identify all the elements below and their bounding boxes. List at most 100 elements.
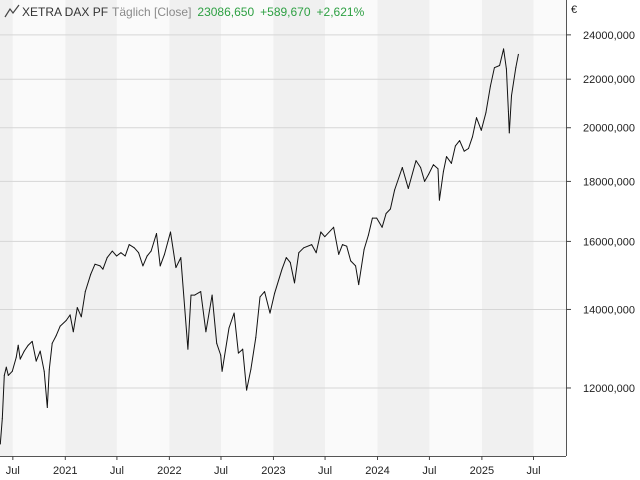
- data-point: [133, 247, 135, 249]
- data-point: [463, 150, 465, 152]
- data-point: [23, 350, 25, 352]
- y-tick-label: 16000,000: [583, 236, 635, 248]
- data-point: [389, 208, 391, 210]
- data-point: [99, 265, 101, 267]
- data-point: [274, 292, 276, 294]
- background-band: [0, 0, 13, 456]
- data-point: [221, 370, 223, 372]
- data-point: [0, 443, 1, 445]
- data-point: [480, 129, 482, 131]
- data-point: [11, 370, 13, 372]
- y-tick-label: 18000,000: [583, 176, 635, 188]
- data-point: [507, 110, 509, 112]
- data-point: [311, 244, 313, 246]
- data-point: [31, 340, 33, 342]
- data-point: [511, 95, 513, 97]
- data-point: [424, 180, 426, 182]
- data-point: [338, 253, 340, 255]
- data-point: [454, 145, 456, 147]
- y-axis-ticks: 12000,000 14000,000 16000,000 18000,000 2000…: [566, 30, 635, 395]
- data-point: [211, 294, 213, 296]
- data-point: [146, 255, 148, 257]
- x-tick-label: 2025: [470, 465, 494, 477]
- data-point: [505, 68, 507, 70]
- x-tick-label: Jul: [110, 465, 124, 477]
- data-point: [467, 148, 469, 150]
- data-point: [485, 112, 487, 114]
- data-point: [194, 294, 196, 296]
- data-point: [220, 354, 222, 356]
- data-point: [76, 307, 78, 309]
- data-point: [69, 314, 71, 316]
- data-point: [324, 236, 326, 238]
- data-point: [7, 374, 9, 376]
- data-point: [48, 368, 50, 370]
- data-point: [159, 265, 161, 267]
- data-point: [65, 319, 67, 321]
- data-point: [346, 245, 348, 247]
- chart-header: XETRA DAX PF Täglich [Close] 23086,650 +589…: [4, 3, 364, 21]
- data-point: [471, 136, 473, 138]
- data-point: [437, 168, 439, 170]
- background-band: [377, 0, 430, 456]
- y-tick-label: 14000,000: [583, 304, 635, 316]
- background-band: [533, 0, 566, 456]
- data-point: [116, 255, 118, 257]
- data-point: [407, 188, 409, 190]
- background-band: [273, 0, 326, 456]
- data-point: [493, 67, 495, 69]
- data-point: [350, 260, 352, 262]
- currency-label: €: [571, 4, 578, 16]
- data-point: [1, 418, 3, 420]
- data-point: [259, 296, 261, 298]
- data-point: [150, 250, 152, 252]
- data-point: [450, 162, 452, 164]
- data-point: [489, 85, 491, 87]
- data-point: [200, 291, 202, 293]
- data-point: [432, 164, 434, 166]
- x-tick-label: 2024: [365, 465, 389, 477]
- data-point: [442, 171, 444, 173]
- data-point: [341, 244, 343, 246]
- data-point: [106, 257, 108, 259]
- data-point: [128, 244, 130, 246]
- line-chart-icon: [4, 4, 20, 18]
- data-point: [59, 325, 61, 327]
- data-point: [15, 356, 17, 358]
- chart-gridlines: [0, 34, 566, 389]
- data-point: [269, 312, 271, 314]
- data-point: [120, 252, 122, 254]
- instrument-name: XETRA DAX PF: [22, 5, 109, 19]
- data-point: [187, 348, 189, 350]
- x-tick-label: Jul: [526, 465, 540, 477]
- x-tick-label: 2022: [157, 465, 181, 477]
- background-band: [169, 0, 221, 456]
- data-point: [320, 231, 322, 233]
- data-point: [517, 53, 519, 55]
- data-point: [428, 173, 430, 175]
- data-point: [264, 291, 266, 293]
- background-band: [429, 0, 482, 456]
- data-point: [124, 255, 126, 257]
- x-tick-label: Jul: [6, 465, 20, 477]
- background-band: [65, 0, 117, 456]
- x-tick-label: 2023: [261, 465, 285, 477]
- data-point: [170, 231, 172, 233]
- data-point: [355, 265, 357, 267]
- data-point: [175, 267, 177, 269]
- frequency-label: Täglich [Close]: [112, 5, 192, 19]
- absolute-change: +589,670: [260, 5, 311, 19]
- data-point: [228, 327, 230, 329]
- data-point: [19, 358, 21, 360]
- data-point: [72, 331, 74, 333]
- background-band: [481, 0, 534, 456]
- data-point: [401, 166, 403, 168]
- data-point: [55, 335, 57, 337]
- last-value: 23086,650: [197, 5, 255, 19]
- data-point: [80, 316, 82, 318]
- data-point: [216, 342, 218, 344]
- background-band: [12, 0, 66, 456]
- data-point: [333, 226, 335, 228]
- data-point: [51, 342, 53, 344]
